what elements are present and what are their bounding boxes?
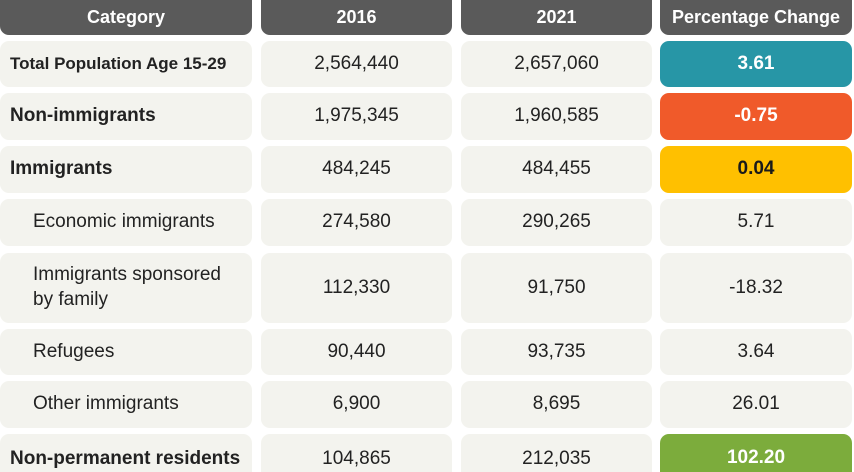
row-change-economic-immigrants: 5.71: [660, 199, 852, 246]
row-2016-total-population: 2,564,440: [261, 41, 452, 87]
header-percentage-change: Percentage Change: [660, 0, 852, 35]
header-2016: 2016: [261, 0, 452, 35]
row-category-non-permanent-residents: Non-permanent residents: [0, 434, 252, 472]
row-category-refugees: Refugees: [0, 329, 252, 375]
row-category-economic-immigrants: Economic immigrants: [0, 199, 252, 246]
row-category-non-immigrants: Non-immigrants: [0, 93, 252, 140]
row-change-refugees: 3.64: [660, 329, 852, 375]
row-change-immigrants: 0.04: [660, 146, 852, 193]
row-2021-other-immigrants: 8,695: [461, 381, 652, 428]
row-change-total-population: 3.61: [660, 41, 852, 87]
row-2021-immigrants: 484,455: [461, 146, 652, 193]
row-2021-economic-immigrants: 290,265: [461, 199, 652, 246]
row-2016-non-permanent-residents: 104,865: [261, 434, 452, 472]
row-change-non-immigrants: -0.75: [660, 93, 852, 140]
row-2021-sponsored-by-family: 91,750: [461, 253, 652, 323]
header-2021: 2021: [461, 0, 652, 35]
row-category-sponsored-by-family: Immigrants sponsored by family: [0, 253, 252, 323]
row-2021-refugees: 93,735: [461, 329, 652, 375]
row-change-sponsored-by-family: -18.32: [660, 253, 852, 323]
row-change-other-immigrants: 26.01: [660, 381, 852, 428]
row-2016-other-immigrants: 6,900: [261, 381, 452, 428]
row-2021-total-population: 2,657,060: [461, 41, 652, 87]
row-2016-refugees: 90,440: [261, 329, 452, 375]
row-2021-non-permanent-residents: 212,035: [461, 434, 652, 472]
row-2016-sponsored-by-family: 112,330: [261, 253, 452, 323]
row-category-total-population: Total Population Age 15-29: [0, 41, 252, 87]
row-2016-non-immigrants: 1,975,345: [261, 93, 452, 140]
row-category-immigrants: Immigrants: [0, 146, 252, 193]
row-2021-non-immigrants: 1,960,585: [461, 93, 652, 140]
row-category-other-immigrants: Other immigrants: [0, 381, 252, 428]
row-2016-immigrants: 484,245: [261, 146, 452, 193]
row-2016-economic-immigrants: 274,580: [261, 199, 452, 246]
row-change-non-permanent-residents: 102.20: [660, 434, 852, 472]
header-category: Category: [0, 0, 252, 35]
